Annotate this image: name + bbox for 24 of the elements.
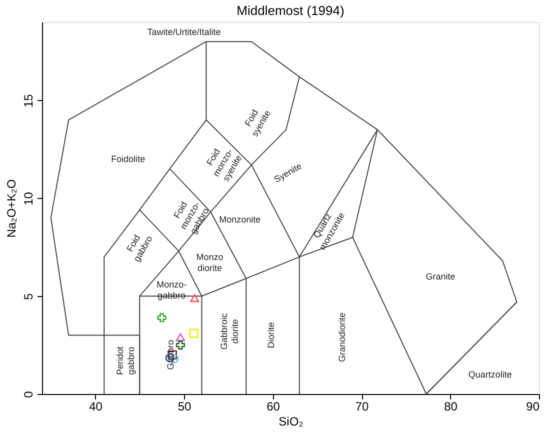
annotation: Granite: [426, 272, 456, 282]
x-tick-label: 50: [178, 400, 192, 414]
annotation: Granodiorite: [336, 312, 347, 362]
annotation: Tawite/Urtite/Italite: [147, 26, 221, 37]
y-tick-label: 0: [22, 390, 36, 398]
x-tick-label: 70: [355, 400, 369, 414]
x-tick-label: 40: [89, 400, 103, 414]
chart-title: Middlemost (1994): [236, 3, 344, 18]
x-tick-label: 90: [526, 400, 540, 414]
annotation: Gabbro: [166, 340, 176, 370]
y-axis-title: Na₂O+K₂O: [4, 179, 18, 238]
x-tick-label: 80: [444, 400, 458, 414]
annotation: Foidolite: [111, 154, 146, 164]
annotation: Peridot gabbro: [115, 346, 136, 375]
annotation: Diorite: [266, 322, 276, 348]
annotation: Monzo diorite: [196, 252, 224, 273]
annotation: Monzonite: [219, 214, 261, 225]
x-tick-label: 60: [266, 400, 280, 414]
y-tick-label: 10: [22, 192, 36, 206]
y-tick-label: 5: [22, 292, 36, 300]
y-tick-label: 15: [22, 94, 36, 108]
annotation: Gabbroic diorite: [218, 312, 240, 350]
x-axis-title: SiO₂: [278, 414, 304, 428]
annotation: Quartzolite: [468, 369, 512, 380]
